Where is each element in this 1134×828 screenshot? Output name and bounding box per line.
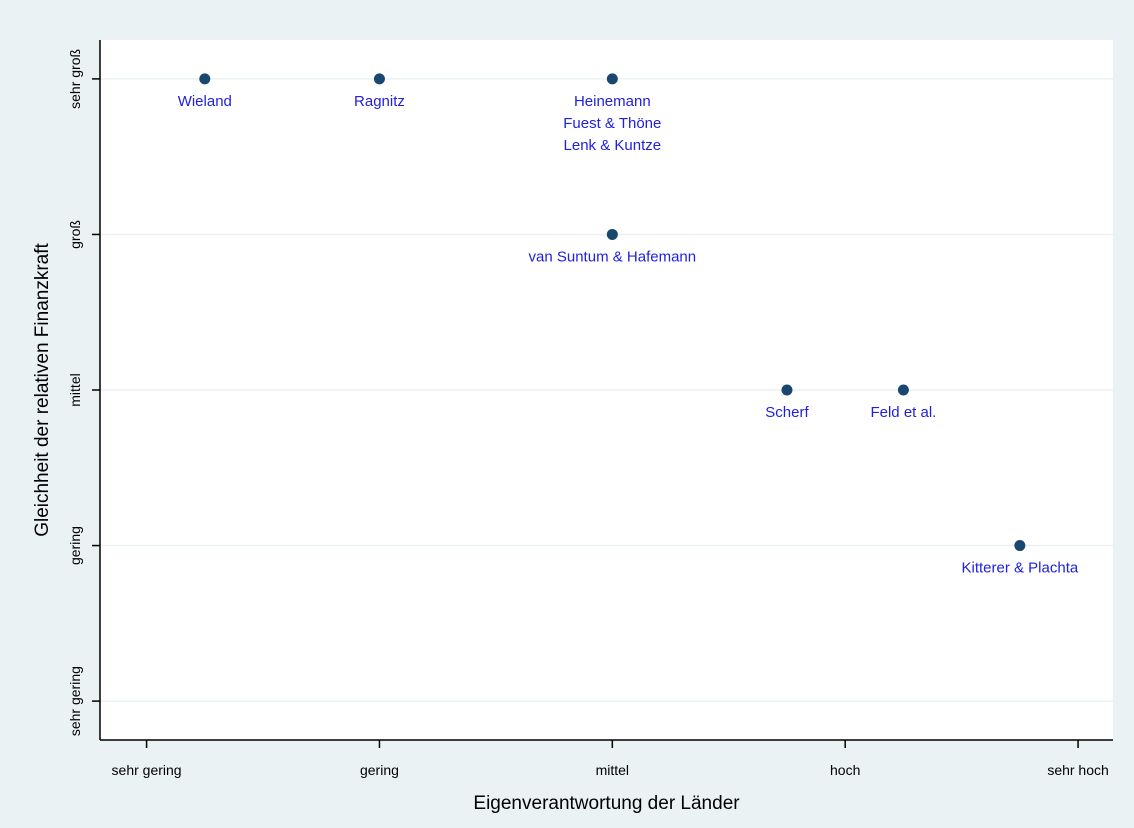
point-label: Feld et al.: [870, 404, 936, 421]
data-point: [199, 73, 211, 85]
data-point: [373, 73, 385, 85]
point-label: Wieland: [178, 93, 232, 110]
axes: sehr gering gering mittel hoch sehr hoch sehr…: [67, 40, 1113, 778]
point-label: van Suntum & Hafemann: [529, 248, 697, 265]
data-point: [606, 228, 618, 240]
x-tick-label: sehr gering: [112, 762, 182, 778]
point-label: Kitterer & Plachta: [961, 560, 1078, 577]
x-tick-label: hoch: [830, 762, 860, 778]
data-points: [199, 73, 1026, 552]
point-label: Lenk & Kuntze: [564, 137, 662, 154]
gridlines: [100, 78, 1113, 702]
y-axis-title: Gleichheit der relativen Finanzkraft: [32, 242, 53, 536]
y-tick-label: sehr gering: [67, 666, 83, 736]
y-tick-label: gering: [67, 526, 83, 565]
data-point: [897, 384, 909, 396]
point-label: Fuest & Thöne: [563, 115, 661, 132]
point-label: Ragnitz: [354, 93, 405, 110]
x-tick-label: sehr hoch: [1047, 762, 1108, 778]
y-tick-label: mittel: [67, 373, 83, 406]
data-point: [781, 384, 793, 396]
y-tick-label: sehr groß: [67, 49, 83, 109]
point-label: Heinemann: [574, 93, 651, 110]
point-label: Scherf: [765, 404, 809, 421]
x-axis-title: Eigenverantwortung der Länder: [473, 793, 740, 814]
point-labels: Wieland Ragnitz Heinemann Fuest & Thöne Lenk…: [178, 93, 1079, 577]
y-tick-label: groß: [67, 220, 83, 249]
data-point: [606, 73, 618, 85]
x-tick-label: gering: [360, 762, 399, 778]
data-point: [1014, 540, 1026, 552]
x-tick-label: mittel: [596, 762, 629, 778]
